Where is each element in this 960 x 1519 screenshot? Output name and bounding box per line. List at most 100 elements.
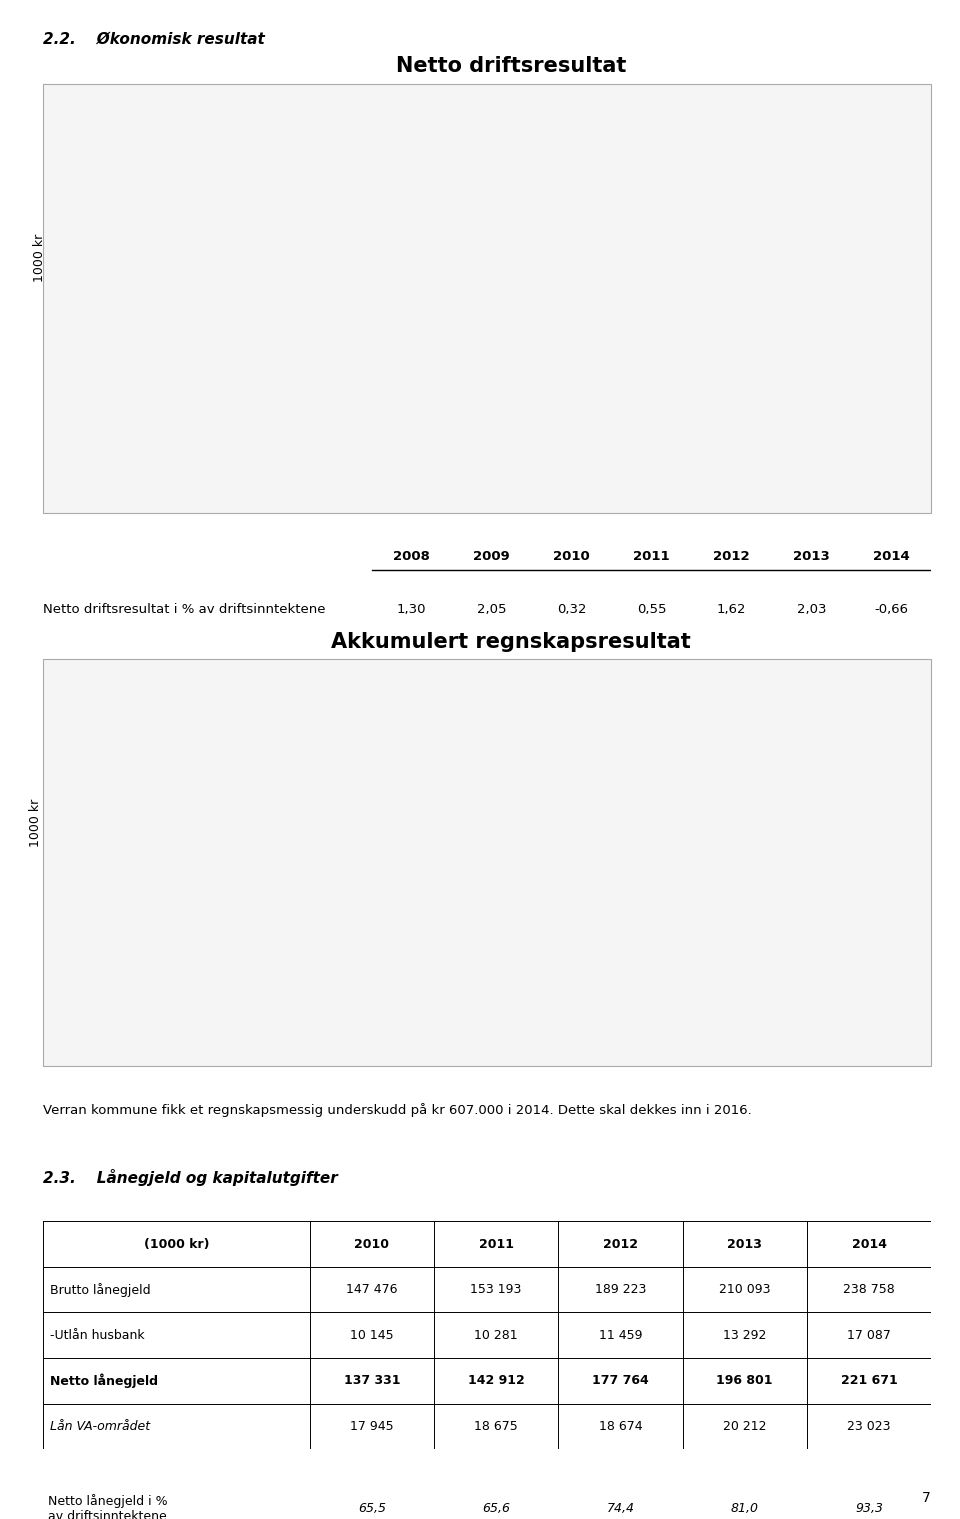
Polygon shape: [197, 718, 252, 722]
Text: 13 292: 13 292: [723, 1329, 766, 1341]
Polygon shape: [881, 337, 884, 413]
Polygon shape: [643, 886, 647, 980]
Polygon shape: [592, 281, 647, 284]
Text: 10 281: 10 281: [474, 1329, 517, 1341]
Text: -607: -607: [877, 1041, 904, 1054]
Text: 2 551: 2 551: [228, 1041, 262, 1054]
Polygon shape: [723, 886, 727, 980]
Text: 2010: 2010: [552, 451, 585, 465]
Text: 0: 0: [403, 1041, 410, 1054]
Text: 210 093: 210 093: [719, 1284, 771, 1296]
Text: Netto driftsresultat i % av driftsinntektene: Netto driftsresultat i % av driftsinntek…: [43, 603, 325, 615]
Bar: [118, 194, 169, 340]
Text: 2013: 2013: [794, 1004, 827, 1018]
Text: 2009: 2009: [471, 1004, 503, 1018]
Polygon shape: [671, 977, 727, 980]
Text: 1,62: 1,62: [717, 603, 746, 615]
Text: 65,5: 65,5: [358, 1502, 386, 1514]
Text: Serie2: Serie2: [77, 488, 114, 501]
Polygon shape: [592, 977, 647, 980]
Bar: [829, 340, 881, 413]
Polygon shape: [249, 718, 252, 887]
Text: 20 212: 20 212: [723, 1420, 766, 1432]
Polygon shape: [197, 125, 252, 128]
Text: 10 145: 10 145: [350, 1329, 394, 1341]
Bar: [671, 159, 723, 340]
Text: 18 675: 18 675: [474, 1420, 518, 1432]
Text: -651: -651: [151, 1041, 178, 1054]
Text: 2011: 2011: [633, 451, 665, 465]
Text: 74,4: 74,4: [607, 1502, 635, 1514]
Polygon shape: [829, 410, 884, 413]
Polygon shape: [751, 106, 805, 109]
Text: 0: 0: [322, 1041, 329, 1054]
Y-axis label: 1000 kr: 1000 kr: [29, 799, 41, 846]
Bar: [592, 887, 643, 980]
Text: 2012: 2012: [713, 1004, 746, 1018]
Bar: [48, 469, 65, 501]
Text: 11 459: 11 459: [599, 1329, 642, 1341]
Text: 2014: 2014: [873, 550, 910, 564]
Polygon shape: [249, 125, 252, 340]
Text: 81,0: 81,0: [731, 1502, 758, 1514]
Text: 3868: 3868: [714, 488, 744, 501]
Text: 2010: 2010: [552, 1004, 585, 1018]
Text: Lån VA-området: Lån VA-området: [50, 1420, 151, 1432]
Text: 4939: 4939: [795, 488, 825, 501]
Text: 2014: 2014: [852, 1238, 886, 1250]
Bar: [829, 887, 881, 928]
Text: 1,30: 1,30: [397, 603, 426, 615]
Polygon shape: [671, 156, 727, 159]
Text: 238 758: 238 758: [843, 1284, 895, 1296]
Text: 153 193: 153 193: [470, 1284, 522, 1296]
Text: 2012: 2012: [713, 550, 750, 564]
Bar: [592, 284, 643, 340]
Polygon shape: [118, 928, 173, 930]
Polygon shape: [327, 337, 331, 386]
Polygon shape: [355, 223, 410, 226]
Polygon shape: [169, 886, 173, 930]
Polygon shape: [514, 305, 568, 308]
Text: 2006: 2006: [228, 1004, 261, 1018]
Text: 2.3.    Lånegjeld og kapitalutgifter: 2.3. Lånegjeld og kapitalutgifter: [43, 1168, 338, 1186]
Text: 0: 0: [564, 1041, 571, 1054]
Bar: [118, 887, 169, 930]
Text: 142 912: 142 912: [468, 1375, 524, 1387]
Polygon shape: [802, 106, 805, 340]
Text: 2012: 2012: [713, 451, 746, 465]
Text: 2009: 2009: [471, 451, 503, 465]
Text: 2013: 2013: [728, 1238, 762, 1250]
Text: 18 674: 18 674: [599, 1420, 642, 1432]
Text: 2012: 2012: [603, 1238, 637, 1250]
Text: 2008: 2008: [390, 451, 422, 465]
Bar: [197, 128, 249, 340]
Text: Serie2: Serie2: [77, 1041, 114, 1054]
Text: 2005: 2005: [148, 451, 180, 465]
Text: 147 476: 147 476: [346, 1284, 397, 1296]
Text: 137 331: 137 331: [344, 1375, 400, 1387]
Text: 2013: 2013: [793, 550, 829, 564]
Y-axis label: 1000 kr: 1000 kr: [33, 234, 46, 283]
Text: 189 223: 189 223: [594, 1284, 646, 1296]
Text: 2006: 2006: [228, 451, 261, 465]
Polygon shape: [118, 191, 173, 194]
Bar: [48, 1022, 65, 1054]
Text: (1000 kr): (1000 kr): [144, 1238, 209, 1250]
Text: 17 945: 17 945: [350, 1420, 394, 1432]
Text: 2010: 2010: [354, 1238, 389, 1250]
Polygon shape: [881, 886, 884, 928]
Text: 2.2.    Økonomisk resultat: 2.2. Økonomisk resultat: [43, 32, 265, 47]
Polygon shape: [829, 925, 884, 928]
Bar: [671, 887, 723, 980]
Text: 2007: 2007: [309, 451, 342, 465]
Bar: [434, 146, 486, 340]
Polygon shape: [276, 383, 331, 386]
Text: Netto lånegjeld i %
av driftsinntektene: Netto lånegjeld i % av driftsinntektene: [48, 1493, 167, 1519]
Text: Brutto lånegjeld: Brutto lånegjeld: [50, 1282, 151, 1297]
Text: 2,05: 2,05: [477, 603, 506, 615]
Text: 2008: 2008: [394, 550, 430, 564]
Text: 680: 680: [557, 488, 579, 501]
Text: 2014: 2014: [875, 1004, 907, 1018]
Text: 65,6: 65,6: [482, 1502, 510, 1514]
Text: 17 087: 17 087: [847, 1329, 891, 1341]
